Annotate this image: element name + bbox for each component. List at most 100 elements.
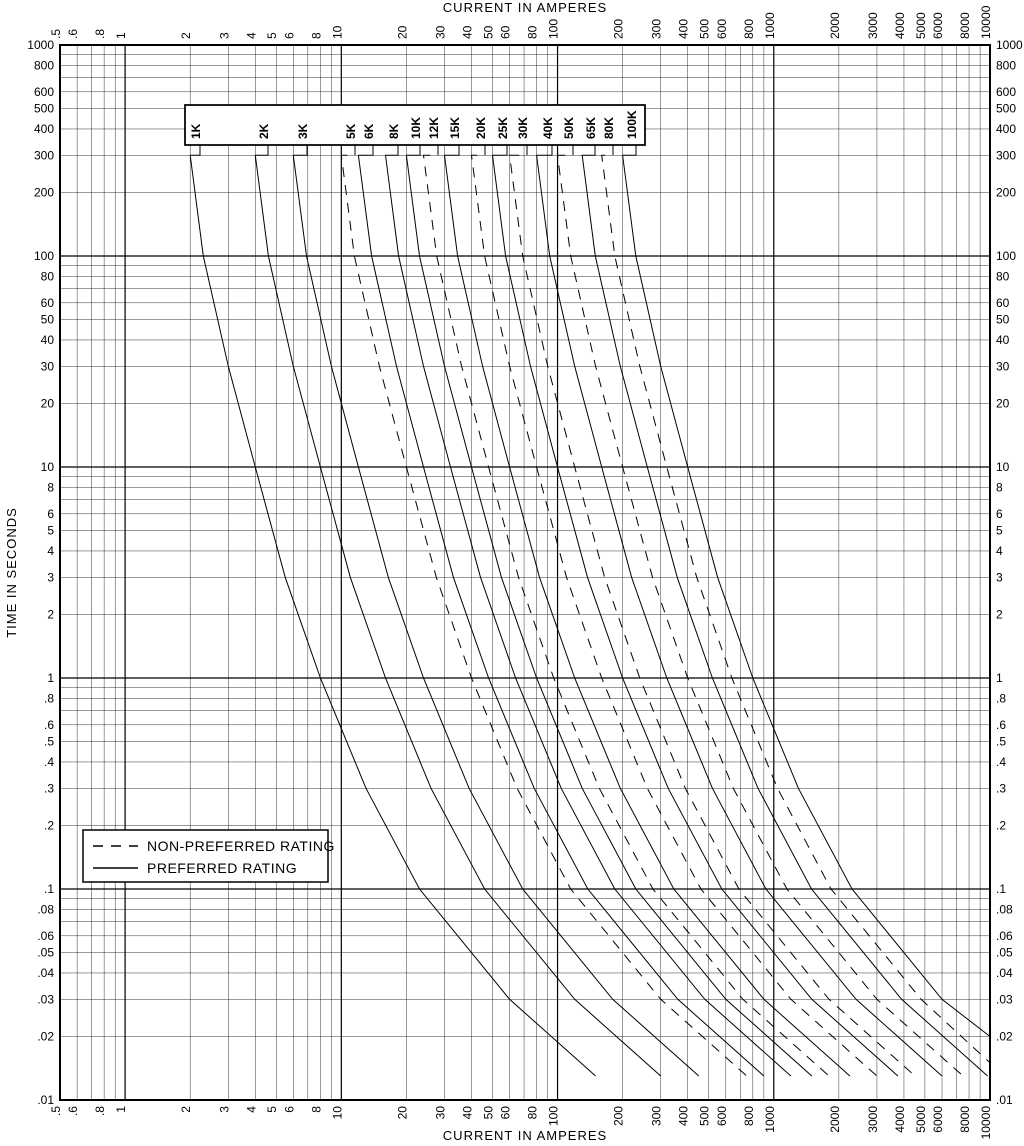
y-tick-right: 1 [996, 671, 1003, 685]
x-tick-bottom: 5000 [914, 1106, 928, 1133]
curve-15K [445, 145, 850, 1076]
x-tick-top: 4000 [893, 12, 907, 39]
y-tick-left: 1 [47, 671, 54, 685]
y-tick-right: .6 [996, 718, 1006, 732]
x-tick-bottom: 2000 [828, 1106, 842, 1133]
y-tick-right: 800 [996, 58, 1016, 72]
y-tick-left: .06 [37, 929, 54, 943]
curve-label-2K: 2K [257, 123, 271, 139]
y-tick-right: 500 [996, 102, 1016, 116]
curve-8K [386, 145, 791, 1076]
y-tick-right: .4 [996, 755, 1006, 769]
legend-label: NON-PREFERRED RATING [147, 838, 335, 854]
y-tick-right: 100 [996, 249, 1016, 263]
y-tick-right: 6 [996, 507, 1003, 521]
y-tick-left: 60 [41, 296, 55, 310]
x-tick-bottom: 8000 [958, 1106, 972, 1133]
y-tick-right: 4 [996, 544, 1003, 558]
x-tick-bottom: .5 [49, 1106, 63, 1116]
x-tick-bottom: 4 [244, 1106, 258, 1113]
curve-label-50K: 50K [562, 117, 576, 139]
x-tick-top: 400 [677, 19, 691, 39]
y-tick-right: .02 [996, 1029, 1013, 1043]
x-tick-bottom: 1000 [763, 1106, 777, 1133]
y-tick-left: .5 [44, 735, 54, 749]
x-tick-bottom: 10 [330, 1106, 344, 1120]
y-tick-left: 3 [47, 570, 54, 584]
y-tick-right: .03 [996, 992, 1013, 1006]
y-tick-left: 600 [34, 85, 54, 99]
x-tick-top: 800 [742, 19, 756, 39]
curve-label-12K: 12K [427, 117, 441, 139]
y-tick-right: .8 [996, 691, 1006, 705]
y-tick-left: .8 [44, 691, 54, 705]
x-tick-top: 2 [179, 32, 193, 39]
y-tick-right: 8 [996, 480, 1003, 494]
y-tick-right: .01 [996, 1093, 1013, 1107]
x-tick-bottom: 300 [650, 1106, 664, 1126]
y-tick-right: 20 [996, 396, 1010, 410]
y-tick-right: .06 [996, 929, 1013, 943]
x-tick-bottom: 400 [677, 1106, 691, 1126]
y-tick-left: 40 [41, 333, 55, 347]
y-tick-left: .1 [44, 882, 54, 896]
curve-40K [537, 145, 942, 1076]
x-tick-bottom: 40 [460, 1106, 474, 1120]
x-tick-top: 300 [650, 19, 664, 39]
x-tick-top: 80 [526, 25, 540, 39]
x-tick-bottom: 600 [715, 1106, 729, 1126]
y-tick-left: 30 [41, 359, 55, 373]
y-tick-left: 20 [41, 396, 55, 410]
y-tick-left: 800 [34, 58, 54, 72]
x-tick-top: 4 [244, 32, 258, 39]
x-tick-top: 3000 [866, 12, 880, 39]
curve-5K [341, 145, 747, 1076]
y-tick-right: .05 [996, 946, 1013, 960]
curve-label-65K: 65K [584, 117, 598, 139]
x-tick-bottom: 80 [526, 1106, 540, 1120]
y-tick-right: 30 [996, 359, 1010, 373]
y-tick-left: .02 [37, 1029, 54, 1043]
y-tick-left: .04 [37, 966, 54, 980]
y-tick-right: 2 [996, 607, 1003, 621]
y-tick-right: 200 [996, 185, 1016, 199]
curve-label-40K: 40K [541, 117, 555, 139]
y-tick-right: 80 [996, 269, 1010, 283]
y-axis-title-left: TIME IN SECONDS [4, 507, 19, 638]
x-tick-top: 50 [481, 25, 495, 39]
x-tick-bottom: 200 [612, 1106, 626, 1126]
time-current-chart: .5.5.6.6.8.81122334455668810102020303040… [0, 0, 1024, 1146]
y-tick-left: .6 [44, 718, 54, 732]
x-tick-top: 5000 [914, 12, 928, 39]
x-tick-bottom: 100 [547, 1106, 561, 1126]
y-tick-right: 60 [996, 296, 1010, 310]
y-tick-left: .2 [44, 818, 54, 832]
x-tick-bottom: 500 [698, 1106, 712, 1126]
y-tick-left: 300 [34, 148, 54, 162]
x-tick-top: 1000 [763, 12, 777, 39]
x-tick-bottom: 4000 [893, 1106, 907, 1133]
y-tick-right: 300 [996, 148, 1016, 162]
x-tick-top: .6 [66, 29, 80, 39]
plot-border [60, 45, 990, 1100]
y-tick-left: .05 [37, 946, 54, 960]
x-tick-top: 60 [499, 25, 513, 39]
x-tick-top: 100 [547, 19, 561, 39]
x-tick-top: 8 [309, 32, 323, 39]
x-tick-top: 600 [715, 19, 729, 39]
y-tick-right: 600 [996, 85, 1016, 99]
y-tick-right: .04 [996, 966, 1013, 980]
x-axis-title-bottom: CURRENT IN AMPERES [443, 1128, 607, 1143]
y-tick-left: 80 [41, 269, 55, 283]
x-tick-top: 200 [612, 19, 626, 39]
x-tick-bottom: 50 [481, 1106, 495, 1120]
x-tick-bottom: 10000 [979, 1106, 993, 1140]
y-tick-left: 200 [34, 185, 54, 199]
y-tick-left: .3 [44, 781, 54, 795]
x-tick-bottom: 60 [499, 1106, 513, 1120]
curve-label-8K: 8K [387, 123, 401, 139]
x-tick-top: 6 [282, 32, 296, 39]
curve-label-80K: 80K [602, 117, 616, 139]
curve-25K [493, 145, 898, 1076]
y-tick-right: 10 [996, 460, 1010, 474]
